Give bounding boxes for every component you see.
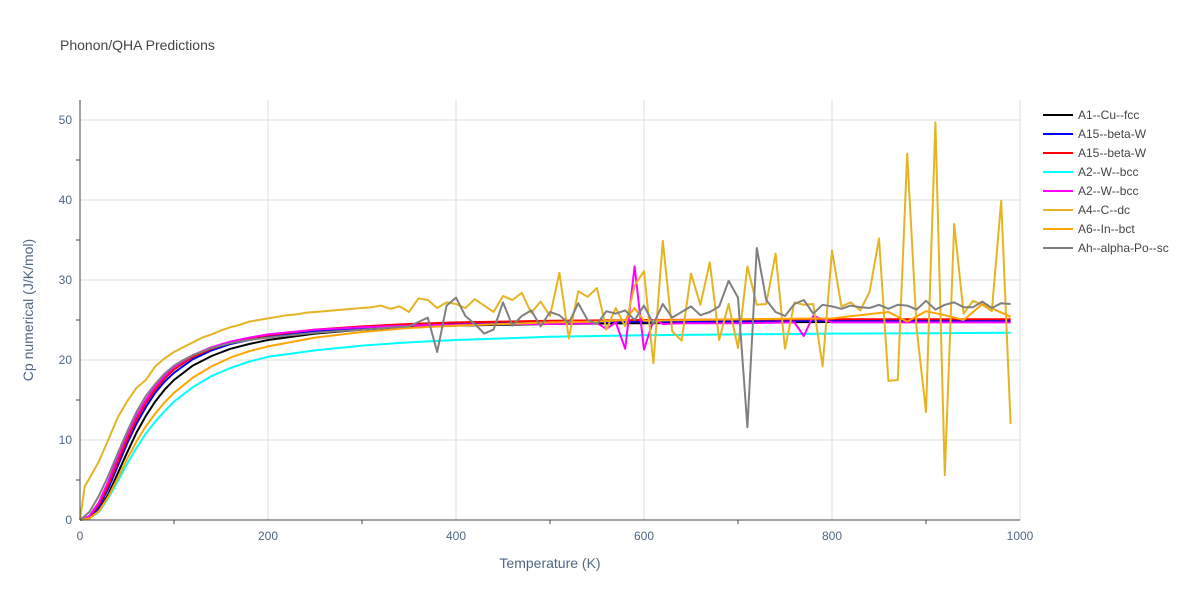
legend-label: A15--beta-W (1078, 146, 1147, 160)
chart-title: Phonon/QHA Predictions (60, 37, 215, 53)
y-axis-title: Cp numerical (J/K/mol) (20, 239, 36, 381)
series-line-7 (79, 247, 1011, 521)
legend-label: A15--beta-W (1078, 127, 1147, 141)
legend-item[interactable]: Ah--alpha-Po--sc (1043, 241, 1169, 255)
legend-item[interactable]: A2--W--bcc (1043, 165, 1138, 179)
legend-label: A1--Cu--fcc (1078, 108, 1139, 122)
legend-label: A4--C--dc (1078, 203, 1130, 217)
series-line-4 (79, 265, 1011, 521)
series-line-2 (79, 318, 1011, 521)
series-line-3 (79, 331, 1011, 521)
legend-item[interactable]: A1--Cu--fcc (1043, 108, 1139, 122)
legend[interactable]: A1--Cu--fcc A15--beta-W A15--beta-W A2--W--… (1043, 108, 1169, 255)
x-tick-label: 0 (77, 529, 84, 543)
legend-item[interactable]: A15--beta-W (1043, 127, 1147, 141)
y-tick-label: 50 (59, 113, 73, 127)
legend-item[interactable]: A6--In--bct (1043, 222, 1135, 236)
x-tick-label: 600 (634, 529, 654, 543)
y-tick-label: 40 (59, 193, 73, 207)
legend-label: A2--W--bcc (1078, 165, 1138, 179)
x-tick-label: 800 (822, 529, 842, 543)
x-tick-label: 200 (258, 529, 278, 543)
legend-label: A6--In--bct (1078, 222, 1135, 236)
series-line-5 (79, 121, 1012, 521)
series-line-1 (79, 319, 1011, 521)
series-line-0 (79, 320, 1011, 521)
x-tick-label: 1000 (1007, 529, 1034, 543)
y-tick-label: 10 (59, 433, 73, 447)
legend-label: Ah--alpha-Po--sc (1078, 241, 1169, 255)
x-axis-title: Temperature (K) (499, 555, 600, 571)
y-tick-label: 20 (59, 353, 73, 367)
axes (79, 100, 1020, 521)
y-tick-label: 30 (59, 273, 73, 287)
grid (80, 100, 1021, 520)
x-tick-label: 400 (446, 529, 466, 543)
legend-item[interactable]: A15--beta-W (1043, 146, 1147, 160)
y-tick-label: 0 (65, 513, 72, 527)
series-lines (79, 121, 1012, 521)
series-line-6 (79, 303, 1012, 521)
legend-label: A2--W--bcc (1078, 184, 1138, 198)
ticks: 0 200 400 600 800 1000 0 10 20 30 40 50 (59, 113, 1034, 543)
legend-item[interactable]: A4--C--dc (1043, 203, 1130, 217)
legend-item[interactable]: A2--W--bcc (1043, 184, 1138, 198)
